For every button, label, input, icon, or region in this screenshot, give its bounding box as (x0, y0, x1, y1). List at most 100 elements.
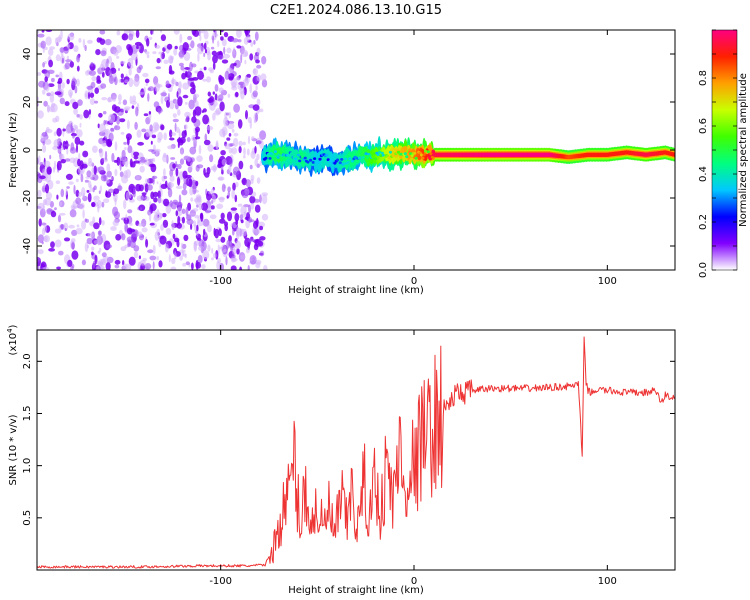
noise-blob (80, 173, 84, 183)
noise-blob (152, 175, 155, 185)
noise-blob (188, 178, 193, 188)
noise-blob (43, 160, 51, 168)
noise-blob (104, 120, 108, 125)
noise-blob (135, 30, 140, 39)
noise-blob (57, 214, 62, 223)
signal-core (336, 158, 340, 162)
noise-blob (208, 67, 214, 72)
noise-blob (256, 98, 261, 106)
noise-blob (105, 191, 112, 198)
signal-core (264, 156, 268, 160)
noise-blob (245, 179, 251, 188)
noise-blob (99, 30, 106, 35)
noise-blob (181, 208, 186, 215)
noise-blob (56, 127, 62, 137)
noise-blob (212, 112, 216, 121)
noise-blob (88, 180, 92, 189)
noise-blob (69, 209, 77, 218)
noise-blob (138, 91, 145, 95)
noise-blob (113, 125, 121, 131)
noise-blob (114, 168, 118, 177)
noise-blob (59, 47, 65, 53)
noise-blob (217, 244, 220, 255)
noise-blob (42, 266, 50, 270)
noise-blob (110, 226, 117, 231)
noise-blob (254, 158, 258, 167)
noise-blob (172, 163, 177, 169)
noise-blob (171, 132, 177, 136)
noise-blob (125, 133, 132, 141)
noise-blob (128, 33, 134, 41)
noise-blob (105, 244, 113, 249)
noise-blob (153, 197, 158, 203)
noise-blob (179, 33, 183, 44)
noise-blob (44, 172, 52, 183)
colorbar-tick-label: 0.8 (698, 70, 709, 86)
noise-blob (77, 54, 80, 60)
noise-blob (151, 134, 157, 139)
noise-blob (121, 33, 129, 41)
y-tick-label: -20 (22, 190, 33, 206)
noise-blob (238, 140, 243, 147)
signal-core (268, 157, 272, 160)
noise-blob (202, 250, 210, 260)
noise-blob (226, 211, 233, 222)
noise-blob (44, 76, 48, 83)
noise-blob (99, 37, 102, 41)
noise-blob (236, 227, 243, 237)
noise-blob (187, 166, 193, 172)
noise-blob (223, 31, 229, 38)
noise-blob (126, 44, 132, 51)
noise-blob (74, 85, 78, 94)
noise-blob (191, 262, 194, 270)
noise-blob (92, 145, 98, 153)
noise-blob (252, 68, 259, 76)
signal-core (306, 160, 310, 164)
noise-blob (202, 78, 208, 82)
noise-blob (37, 30, 40, 34)
noise-blob (89, 173, 94, 180)
noise-blob (123, 141, 127, 145)
noise-blob (217, 54, 224, 60)
noise-blob (95, 266, 99, 270)
noise-region (37, 30, 269, 270)
noise-blob (43, 182, 46, 188)
noise-blob (64, 101, 70, 107)
noise-blob (232, 137, 239, 147)
snr-axes: -100 0 100 0.5 1.0 1.5 2.0 (22, 330, 675, 587)
noise-blob (249, 164, 253, 170)
noise-blob (200, 212, 204, 222)
noise-blob (43, 224, 47, 233)
colorbar-tick-label: 0.0 (698, 262, 709, 278)
noise-blob (261, 194, 268, 205)
noise-blob (247, 116, 252, 124)
noise-blob (240, 90, 245, 100)
signal-core (273, 150, 277, 154)
noise-blob (232, 166, 240, 176)
noise-blob (119, 118, 126, 123)
noise-blob (56, 160, 62, 171)
noise-blob (240, 219, 244, 224)
noise-blob (147, 184, 153, 191)
noise-blob (127, 30, 132, 34)
noise-blob (233, 132, 239, 137)
noise-blob (191, 116, 197, 123)
noise-blob (157, 196, 162, 204)
noise-blob (45, 192, 53, 200)
noise-blob (126, 236, 134, 243)
signal-band (261, 136, 675, 178)
signal-core (413, 151, 417, 155)
noise-blob (253, 243, 259, 251)
noise-blob (170, 201, 178, 210)
noise-blob (259, 225, 264, 231)
noise-blob (190, 197, 194, 202)
noise-blob (234, 59, 241, 68)
noise-blob (169, 129, 173, 138)
noise-blob (50, 210, 57, 218)
noise-blob (233, 103, 241, 113)
noise-blob (40, 40, 46, 49)
noise-blob (66, 186, 70, 189)
noise-blob (96, 260, 102, 265)
noise-blob (177, 163, 182, 170)
noise-blob (259, 236, 266, 241)
